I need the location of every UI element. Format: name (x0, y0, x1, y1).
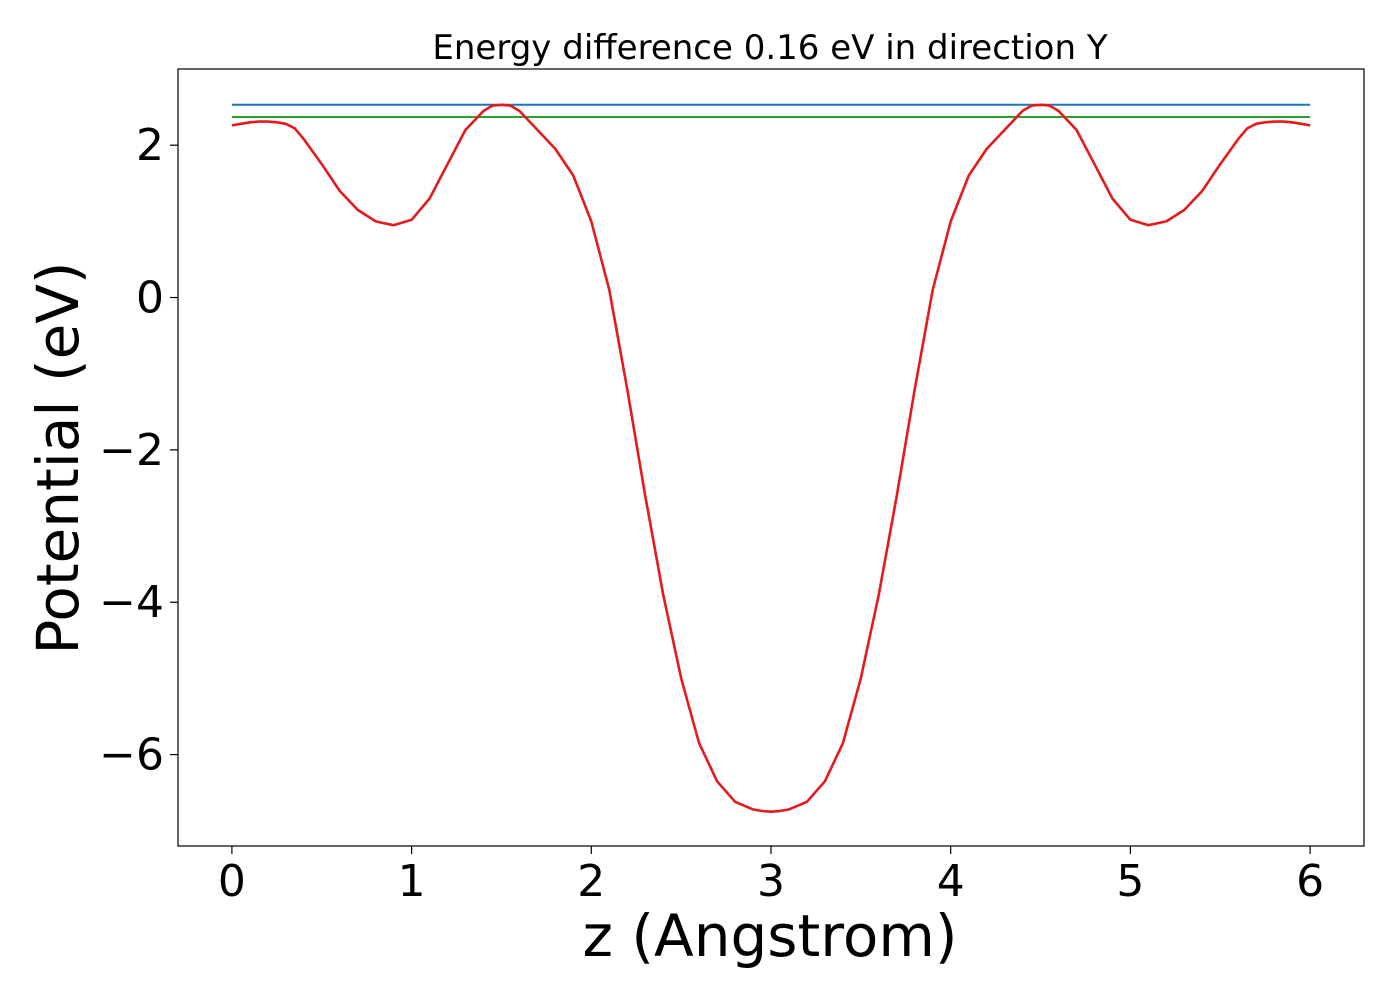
x-tick-label: 0 (218, 856, 246, 907)
chart-title: Energy difference 0.16 eV in direction Y (432, 28, 1107, 68)
x-tick-label: 1 (398, 856, 426, 907)
x-axis-ticks: 0 1 2 3 4 5 6 (218, 846, 1324, 907)
y-tick-label: 2 (136, 120, 164, 171)
x-tick-label: 4 (937, 856, 965, 907)
x-tick-label: 2 (577, 856, 605, 907)
y-axis-label: Potential (eV) (24, 261, 92, 654)
x-tick-label: 5 (1116, 856, 1144, 907)
x-tick-label: 6 (1296, 856, 1324, 907)
plot-frame (177, 68, 1365, 847)
x-tick-label: 3 (757, 856, 785, 907)
x-axis-label: z (Angstrom) (583, 902, 958, 970)
y-tick-label: −2 (99, 425, 164, 476)
series-layer (231, 103, 1311, 814)
y-tick-label: −4 (99, 577, 164, 628)
y-tick-label: −6 (99, 730, 164, 781)
y-tick-label: 0 (136, 273, 164, 324)
series-line-2 (231, 103, 1311, 814)
y-axis-ticks: 2 0 −2 −4 −6 (99, 120, 178, 781)
